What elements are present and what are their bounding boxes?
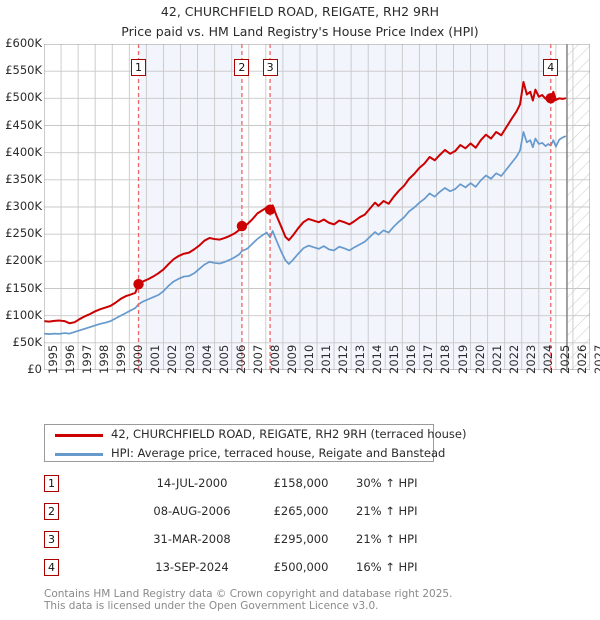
title-address: 42, CHURCHFIELD ROAD, REIGATE, RH2 9RH	[160, 4, 440, 19]
table-cell-hpi-delta: 21% ↑ HPI	[356, 532, 418, 546]
y-axis-tick-label: £150K	[5, 280, 42, 295]
table-cell-date: 31-MAR-2008	[153, 532, 231, 546]
table-cell-date: 08-AUG-2006	[153, 504, 231, 518]
table-cell-hpi-delta: 16% ↑ HPI	[356, 560, 418, 574]
table-row-index-badge: 3	[44, 531, 59, 548]
x-axis-tick-label: 2005	[216, 344, 231, 374]
x-axis-tick-label: 2002	[165, 344, 180, 374]
x-axis-tick-label: 1997	[80, 344, 95, 374]
x-axis-tick-label: 2016	[404, 344, 419, 374]
chart-legend: 42, CHURCHFIELD ROAD, REIGATE, RH2 9RH (…	[44, 424, 466, 463]
chart-plot-area	[44, 44, 590, 370]
x-axis-tick-label: 2001	[148, 344, 163, 374]
x-axis-tick-label: 2022	[506, 344, 521, 374]
table-cell-date: 13-SEP-2024	[155, 560, 229, 574]
x-axis-tick-label: 2018	[438, 344, 453, 374]
x-axis-tick-label: 2020	[472, 344, 487, 374]
table-row-index-badge: 4	[44, 559, 59, 576]
footer-line-1: Contains HM Land Registry data © Crown c…	[44, 588, 453, 600]
x-axis-tick-label: 2003	[182, 344, 197, 374]
y-axis-tick-label: £400K	[5, 144, 42, 159]
x-axis-tick-label: 1995	[46, 344, 60, 374]
table-cell-date: 14-JUL-2000	[156, 476, 228, 490]
x-axis-tick-label: 2014	[370, 344, 385, 374]
table-cell-price: £295,000	[273, 532, 329, 546]
page-title: 42, CHURCHFIELD ROAD, REIGATE, RH2 9RH P…	[0, 0, 600, 41]
y-axis-tick-label: £0	[27, 362, 42, 376]
x-axis-tick-label: 2012	[336, 344, 351, 374]
table-cell-price: £158,000	[273, 476, 329, 490]
x-axis-tick-label: 2013	[353, 344, 368, 374]
table-cell-price: £500,000	[273, 560, 329, 574]
legend-item: 42, CHURCHFIELD ROAD, REIGATE, RH2 9RH (…	[45, 426, 466, 444]
x-axis-tick-label: 2010	[301, 344, 316, 374]
x-axis-tick-label: 2019	[455, 344, 470, 374]
table-row[interactable]: 2 08-AUG-2006 £265,000 21% ↑ HPI	[44, 500, 464, 528]
x-axis-tick-label: 1999	[114, 344, 129, 374]
table-row[interactable]: 4 13-SEP-2024 £500,000 16% ↑ HPI	[44, 556, 464, 584]
legend-label: 42, CHURCHFIELD ROAD, REIGATE, RH2 9RH (…	[111, 427, 467, 441]
chart-transaction-marker[interactable]: 3	[262, 59, 278, 76]
legend-color-swatch	[55, 434, 103, 437]
footer-attribution: Contains HM Land Registry data © Crown c…	[44, 588, 564, 612]
x-axis-tick-label: 2015	[387, 344, 402, 374]
x-axis-tick-label: 2017	[421, 344, 436, 374]
x-axis-tick-label: 2009	[284, 344, 299, 374]
x-axis-tick-label: 2027	[592, 344, 600, 374]
table-row-index-badge: 2	[44, 503, 59, 520]
y-axis-tick-label: £600K	[5, 36, 42, 50]
chart-svg	[44, 44, 590, 370]
transactions-table: 1 14-JUL-2000 £158,000 30% ↑ HPI 2 08-AUG-200…	[44, 472, 464, 584]
x-axis-tick-label: 2026	[574, 344, 589, 374]
x-axis-tick-label: 2025	[557, 344, 572, 374]
y-axis-tick-label: £350K	[5, 171, 42, 186]
x-axis-tick-label: 2006	[233, 344, 248, 374]
legend-color-swatch	[55, 453, 103, 456]
x-axis-tick-label: 2011	[319, 344, 333, 374]
chart-transaction-marker[interactable]: 1	[131, 59, 147, 76]
table-cell-hpi-delta: 30% ↑ HPI	[356, 476, 418, 490]
legend-label: HPI: Average price, terraced house, Reig…	[111, 446, 446, 460]
y-axis-tick-label: £300K	[5, 199, 42, 213]
x-axis-tick-label: 2000	[131, 344, 146, 374]
x-axis-tick-label: 2008	[267, 344, 282, 374]
x-axis-tick-label: 2024	[540, 344, 555, 374]
table-cell-hpi-delta: 21% ↑ HPI	[356, 504, 418, 518]
y-axis-tick-label: £100K	[5, 307, 42, 322]
table-row[interactable]: 1 14-JUL-2000 £158,000 30% ↑ HPI	[44, 472, 464, 500]
table-cell-price: £265,000	[273, 504, 329, 518]
x-axis-tick-label: 2023	[523, 344, 538, 374]
y-axis-tick-label: £200K	[5, 253, 42, 268]
y-axis-tick-label: £500K	[5, 90, 42, 105]
y-axis-tick-label: £250K	[5, 226, 42, 241]
y-axis-tick-label: £550K	[5, 63, 42, 78]
y-axis-tick-label: £50K	[12, 334, 43, 349]
footer-line-2: This data is licensed under the Open Gov…	[44, 600, 379, 612]
x-axis-tick-label: 1998	[97, 344, 112, 374]
chart-transaction-marker[interactable]: 4	[543, 59, 559, 76]
x-axis-tick-label: 2004	[199, 344, 214, 374]
title-subtitle: Price paid vs. HM Land Registry's House …	[121, 24, 479, 39]
x-axis-tick-label: 2021	[489, 344, 504, 374]
legend-item: HPI: Average price, terraced house, Reig…	[45, 445, 445, 463]
chart-transaction-marker[interactable]: 2	[234, 59, 250, 76]
table-row-index-badge: 1	[44, 475, 59, 492]
x-axis-tick-label: 1996	[63, 344, 78, 374]
y-axis-tick-label: £450K	[5, 117, 42, 132]
table-row[interactable]: 3 31-MAR-2008 £295,000 21% ↑ HPI	[44, 528, 464, 556]
x-axis-tick-label: 2007	[250, 344, 265, 374]
